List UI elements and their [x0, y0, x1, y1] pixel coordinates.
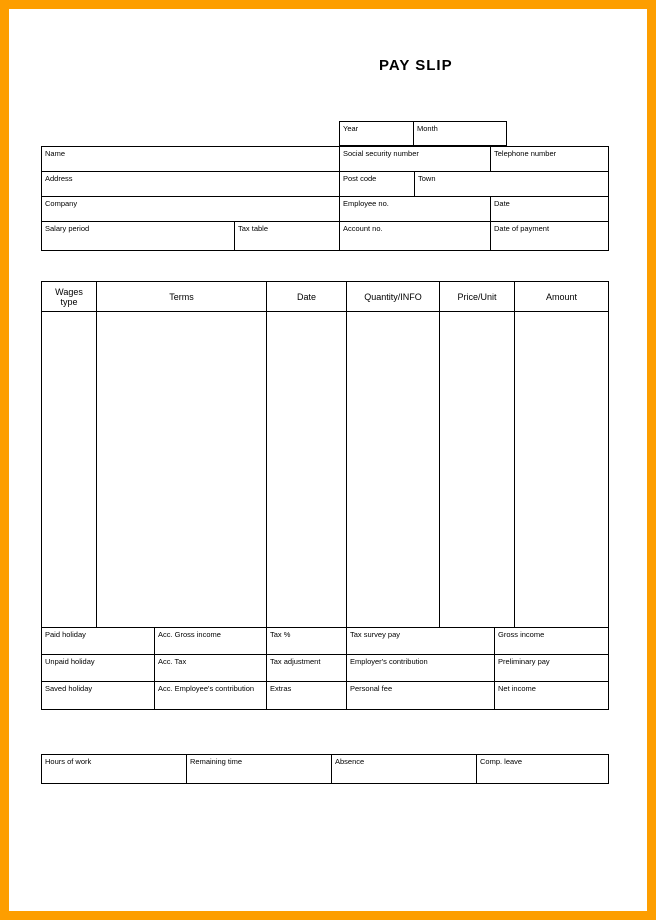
label-tax-table: Tax table	[235, 222, 339, 235]
label-gross-income: Gross income	[495, 628, 608, 641]
year-month-block: Year Month	[339, 121, 507, 146]
label-hours-of-work: Hours of work	[42, 755, 186, 768]
wages-table: Wages type Terms Date Quantity/INFO Pric…	[41, 281, 609, 710]
label-personal-fee: Personal fee	[347, 682, 494, 695]
label-comp-leave: Comp. leave	[477, 755, 608, 768]
label-month: Month	[414, 122, 506, 135]
label-date-of-payment: Date of payment	[491, 222, 608, 235]
header-date: Date	[267, 282, 347, 311]
label-employers-contribution: Employer's contribution	[347, 655, 494, 668]
header-wages-type: Wages type	[42, 282, 97, 311]
label-telephone: Telephone number	[491, 147, 608, 160]
label-acc-gross-income: Acc. Gross income	[155, 628, 266, 641]
label-account-no: Account no.	[340, 222, 490, 235]
label-extras: Extras	[267, 682, 346, 695]
header-price: Price/Unit	[440, 282, 515, 311]
label-acc-employees-contribution: Acc. Employee's contribution	[155, 682, 266, 695]
label-town: Town	[415, 172, 608, 185]
wages-body	[42, 312, 608, 628]
bottom-block: Hours of work Remaining time Absence Com…	[41, 754, 609, 784]
label-absence: Absence	[332, 755, 476, 768]
label-remaining-time: Remaining time	[187, 755, 331, 768]
label-ssn: Social security number	[340, 147, 490, 160]
label-employee-no: Employee no.	[340, 197, 490, 210]
label-salary-period: Salary period	[42, 222, 234, 235]
label-year: Year	[340, 122, 413, 135]
label-postcode: Post code	[340, 172, 414, 185]
info-block: Name Social security number Telephone nu…	[41, 146, 609, 251]
label-preliminary-pay: Preliminary pay	[495, 655, 608, 668]
header-terms: Terms	[97, 282, 267, 311]
label-company: Company	[42, 197, 339, 210]
header-quantity: Quantity/INFO	[347, 282, 440, 311]
pay-slip-form: PAY SLIP Year Month Name Social security…	[0, 0, 656, 920]
label-saved-holiday: Saved holiday	[42, 682, 154, 695]
label-acc-tax: Acc. Tax	[155, 655, 266, 668]
label-unpaid-holiday: Unpaid holiday	[42, 655, 154, 668]
label-net-income: Net income	[495, 682, 608, 695]
label-address: Address	[42, 172, 339, 185]
document-title: PAY SLIP	[379, 57, 453, 74]
label-tax-adjustment: Tax adjustment	[267, 655, 346, 668]
label-paid-holiday: Paid holiday	[42, 628, 154, 641]
header-amount: Amount	[515, 282, 608, 311]
label-name: Name	[42, 147, 339, 160]
label-date: Date	[491, 197, 608, 210]
label-tax-percent: Tax %	[267, 628, 346, 641]
label-tax-survey-pay: Tax survey pay	[347, 628, 494, 641]
